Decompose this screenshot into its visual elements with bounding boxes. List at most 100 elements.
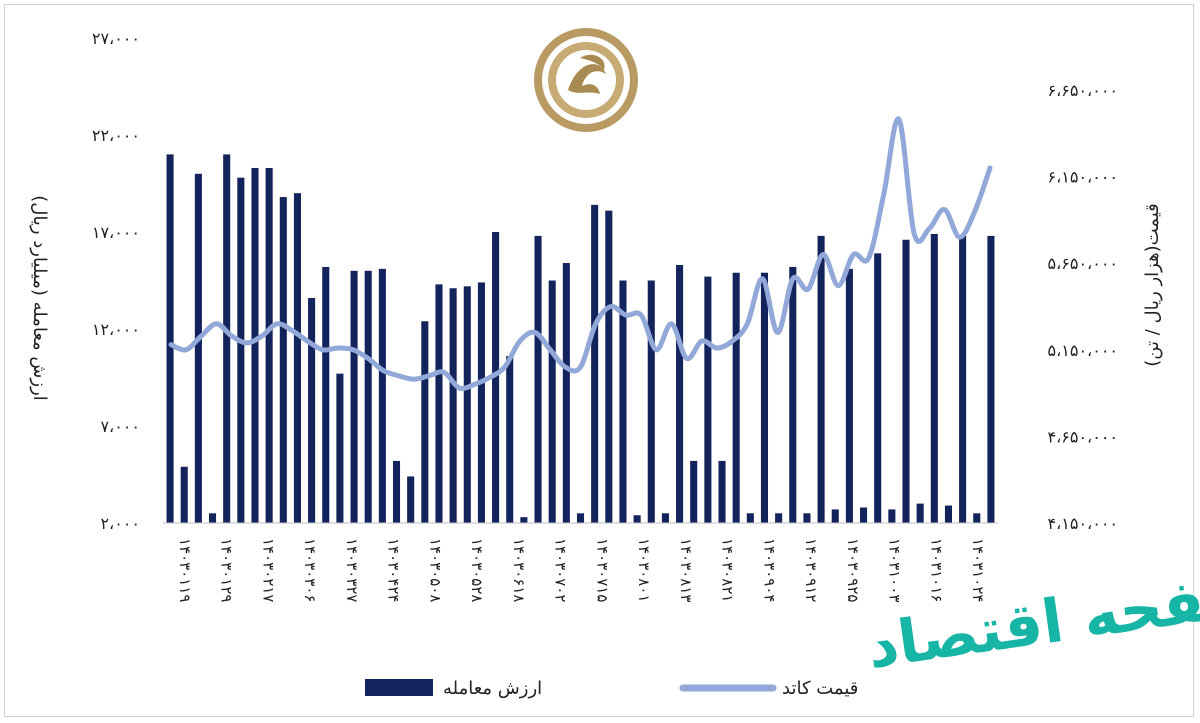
bar [845, 268, 853, 523]
bar [789, 266, 797, 523]
bar [180, 466, 188, 523]
bar [817, 235, 825, 523]
x-tick-label: ۱۴۰۳۰۸۲۱ [719, 538, 737, 602]
bar [690, 460, 698, 523]
bar [534, 235, 542, 523]
bar [746, 513, 754, 523]
line-series [168, 116, 993, 391]
x-tick-label: ۱۴۰۳۰۲۱۷ [259, 538, 277, 602]
legend: ارزش معامله قیمت کاتد [365, 678, 858, 699]
x-tick-label: ۱۴۰۳۰۹۲۵ [844, 538, 862, 602]
left-axis-tick: ۱۷،۰۰۰ [92, 223, 140, 242]
bar [902, 239, 910, 523]
right-axis-title: قیمت(هزار ریال / تن) [1142, 203, 1163, 367]
x-tick-label: ۱۴۰۳۱۰۲۴ [969, 538, 987, 602]
bar [336, 373, 344, 523]
bar [959, 235, 967, 523]
bar [760, 272, 769, 523]
x-tick-label: ۱۴۰۳۰۵۲۸ [468, 538, 486, 602]
bar [449, 288, 457, 523]
bar [350, 270, 358, 523]
right-axis-tick: ۶،۶۵۰،۰۰۰ [1048, 81, 1118, 100]
x-tick-label: ۱۴۰۳۱۰۰۳ [886, 538, 904, 602]
bar [378, 268, 386, 523]
bar [605, 210, 613, 523]
x-tick-label: ۱۴۰۳۰۴۲۴ [385, 538, 403, 602]
bar [633, 515, 641, 523]
right-axis-tick: ۵،۶۵۰،۰۰۰ [1048, 254, 1118, 273]
bar [973, 513, 981, 523]
logo [534, 28, 638, 132]
left-axis-title: ارزش معامله (میلیارد ریال) [29, 195, 50, 401]
bar [676, 264, 684, 523]
left-axis-tick: ۷،۰۰۰ [100, 417, 140, 436]
left-axis-tick: ۲۲،۰۰۰ [92, 126, 140, 145]
bar [251, 167, 259, 524]
x-tick-label: ۱۴۰۳۱۰۱۶ [927, 538, 945, 602]
bar [166, 154, 174, 523]
bar [223, 154, 231, 523]
x-tick-label: ۱۴۰۳۰۳۰۶ [301, 538, 319, 602]
price-line [168, 116, 993, 391]
bar [492, 232, 500, 523]
left-axis-tick: ۲۷،۰۰۰ [92, 29, 140, 48]
x-tick-label: ۱۴۰۳۰۱۱۹ [176, 538, 194, 602]
bar [831, 509, 839, 523]
bar [987, 235, 995, 523]
bar [463, 286, 471, 523]
x-tick-label: ۱۴۰۳۰۶۱۸ [510, 538, 528, 602]
x-tick-label: ۱۴۰۳۰۸۱۳ [677, 538, 695, 602]
bar [860, 507, 868, 523]
right-axis-tick: ۶،۱۵۰،۰۰۰ [1048, 168, 1118, 187]
bar [576, 513, 585, 523]
x-tick-label: ۱۴۰۳۰۹۰۴ [760, 538, 778, 602]
bar [718, 460, 726, 523]
bar [265, 167, 273, 524]
bar [308, 297, 316, 523]
left-axis: ۲،۰۰۰ ۷،۰۰۰ ۱۲،۰۰۰ ۱۷،۰۰۰ ۲۲،۰۰۰ ۲۷،۰۰۰ [92, 29, 140, 533]
bar [591, 204, 599, 523]
right-axis-tick: ۴،۱۵۰،۰۰۰ [1048, 514, 1118, 533]
bar [775, 513, 783, 523]
bar [916, 503, 924, 523]
bar [421, 321, 429, 523]
bar [407, 476, 415, 523]
bar [732, 272, 740, 523]
bar [279, 197, 287, 523]
bar [237, 177, 245, 523]
bar [930, 233, 938, 523]
bar [322, 266, 330, 523]
bar [874, 253, 882, 523]
chart-frame [4, 4, 1194, 717]
bar [392, 460, 401, 523]
bar [548, 280, 556, 523]
left-axis-tick: ۲،۰۰۰ [100, 514, 140, 533]
bar [293, 193, 301, 523]
bar [435, 284, 443, 523]
x-tick-label: ۱۴۰۳۰۵۰۸ [426, 538, 444, 602]
legend-line-label: قیمت کاتد [782, 678, 858, 699]
bar [208, 513, 217, 523]
watermark-logo: صفحه اقتصاد [863, 558, 1200, 683]
x-tick-label: ۱۴۰۳۰۸۰۱ [635, 538, 653, 602]
bar [562, 263, 570, 523]
bar [944, 505, 953, 523]
bar-series [166, 154, 995, 524]
x-tick-label: ۱۴۰۳۰۳۲۷ [343, 538, 361, 602]
x-axis-ticks: ۱۴۰۳۰۱۱۹ ۱۴۰۳۰۱۲۹ ۱۴۰۳۰۲۱۷ ۱۴۰۳۰۳۰۶ ۱۴۰۳۰۳۲۷… [163, 522, 998, 602]
bar [704, 276, 712, 523]
x-tick-label: ۱۴۰۳۰۹۱۲ [802, 538, 820, 602]
bar [661, 513, 669, 523]
bar [803, 513, 811, 523]
bar [477, 282, 485, 523]
right-axis-tick: ۴،۶۵۰،۰۰۰ [1048, 427, 1118, 446]
right-axis: ۴،۱۵۰،۰۰۰ ۴،۶۵۰،۰۰۰ ۵،۱۵۰،۰۰۰ ۵،۶۵۰،۰۰۰ ۶،۱۵… [1048, 81, 1118, 533]
bar [364, 270, 372, 523]
bar [194, 173, 202, 524]
x-tick-label: ۱۴۰۳۰۷۰۲ [552, 538, 570, 602]
legend-bar-swatch [365, 679, 433, 696]
legend-bar-label: ارزش معامله [443, 678, 542, 699]
bar [520, 517, 528, 523]
bar [619, 280, 627, 523]
